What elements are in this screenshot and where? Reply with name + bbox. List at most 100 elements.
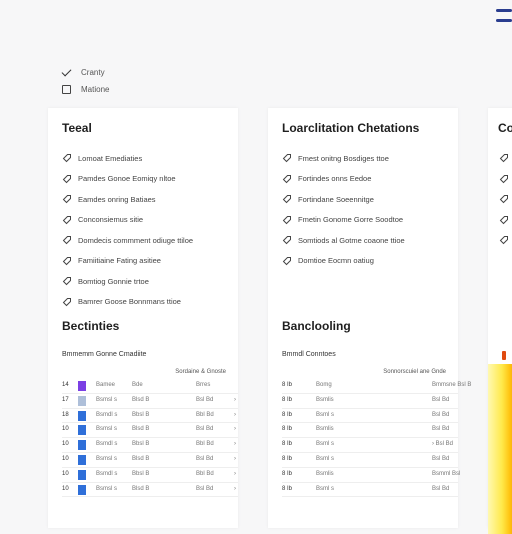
section-title: Bectinties [62, 319, 120, 333]
row-number: 8 Ib [282, 396, 293, 403]
cell: Bsml s [316, 455, 334, 462]
list-item[interactable] [499, 210, 512, 231]
table-row[interactable]: 10 Bsmdl s Bbsl B Bbl Bd › [62, 468, 238, 483]
row-color-bar [78, 425, 86, 436]
cell: Blsd B [132, 485, 150, 492]
row-number: 14 [62, 382, 69, 388]
panel-loarclitation: Loarclitation Chetations Fmest onitng Bo… [268, 108, 471, 528]
list-item[interactable]: Fortindes onns Eedoe [282, 169, 405, 190]
table-row[interactable]: 14 Bamee Bde Brres [62, 379, 238, 394]
list-item-label: Bomtiog Gonnie trtoe [78, 276, 149, 286]
list-item[interactable]: Somtiods al Gotme coaone ttioe [282, 230, 405, 251]
cell: Bbl Bd [196, 411, 214, 418]
list-item[interactable]: Conconsiemus sitie [62, 210, 193, 231]
cell: Blsd B [132, 396, 150, 403]
list-item[interactable] [499, 169, 512, 190]
cell: Bsl Bd [432, 485, 450, 492]
section-subtitle: Bmmemm Gonne Cmadiite [62, 351, 147, 358]
list-item[interactable]: Domtioe Eocmn oatiug [282, 251, 405, 272]
table-row[interactable]: 8 Ib Bsmlis Bsl Bd [282, 394, 458, 409]
cell: Bsmsl s [96, 426, 117, 433]
list-item[interactable]: Fmest onitng Bosdiges ttoe [282, 148, 405, 169]
section-subtitle: Bmmdl Conntoes [282, 351, 336, 358]
cell: Brres [196, 382, 211, 388]
cell: Bmmsne Bsl B [432, 382, 472, 388]
filter-label: Matione [81, 84, 110, 94]
cell: Bbsl B [132, 441, 150, 448]
row-chevron-icon[interactable]: › [234, 470, 236, 477]
list-item[interactable] [499, 189, 512, 210]
table-header: Sonnorscuiel ane Gnde [383, 369, 446, 375]
cell: Bsl Bd [196, 426, 214, 433]
row-number: 8 Ib [282, 470, 293, 477]
table-row[interactable]: 8 Ib Bsml s › Bsl Bd [282, 438, 458, 453]
row-color-bar [78, 469, 86, 480]
table-row[interactable]: 8 Ib Bsmlis Bsl Bd [282, 423, 458, 439]
table-row[interactable]: 10 Bsmsl s Blsd B Bsl Bd › [62, 453, 238, 468]
table-row[interactable]: 8 Ib Bsml s Bsl Bd [282, 453, 458, 468]
row-number: 8 Ib [282, 382, 293, 388]
filter-matione[interactable]: Matione [62, 81, 109, 97]
menu-bar [496, 9, 512, 12]
tag-icon [62, 235, 72, 245]
table-row[interactable]: 8 Ib Bsml s Bsl Bd [282, 409, 458, 424]
list-item-label: Fortindane Soeennitge [298, 194, 374, 204]
table-row[interactable]: 8 Ib Bsml s Bsl Bd [282, 483, 458, 498]
table-row[interactable]: 18 Bsmdl s Bbsl B Bbl Bd › [62, 409, 238, 424]
list-item[interactable]: Fmetin Gonome Gorre Soodtoe [282, 210, 405, 231]
cell: Bsmdl s [96, 441, 118, 448]
row-chevron-icon[interactable]: › [234, 396, 236, 403]
list-item[interactable]: Bomtiog Gonnie trtoe [62, 271, 193, 292]
tag-icon [62, 256, 72, 266]
list-item[interactable]: Pamdes Gonoe Eomiqy nltoe [62, 169, 193, 190]
data-table: Sordaine & Gnoste 14 Bamee Bde Brres 17 Bsms… [62, 369, 238, 498]
filter-cranty[interactable]: Cranty [62, 64, 109, 80]
check-icon[interactable] [62, 68, 71, 77]
checkbox-icon[interactable] [62, 84, 71, 94]
list-item[interactable]: Bamrer Goose Bonnmans ttioe [62, 292, 193, 313]
tag-icon [499, 174, 509, 184]
table-row[interactable]: 10 Bsmsl s Blsd B Bsl Bd › [62, 483, 238, 498]
list-item[interactable] [499, 148, 512, 169]
list-item[interactable] [499, 230, 512, 251]
panel-item-list: Lomoat Emediaties Pamdes Gonoe Eomiqy nl… [62, 148, 193, 312]
table-row[interactable]: 10 Bsmsl s Blsd B Bsl Bd › [62, 423, 238, 439]
row-number: 18 [62, 411, 69, 418]
cell: Bsl Bd [432, 455, 450, 462]
list-item[interactable]: Famiitiaine Fating asitiee [62, 251, 193, 272]
list-item[interactable]: Eamdes onring Batiaes [62, 189, 193, 210]
row-chevron-icon[interactable]: › [234, 426, 236, 433]
cell: Bbsl B [132, 411, 150, 418]
list-item[interactable]: Lomoat Emediaties [62, 148, 193, 169]
tag-icon [499, 194, 509, 204]
tag-icon [62, 215, 72, 225]
filter-group: Cranty Matione [62, 64, 109, 98]
filter-label: Cranty [81, 67, 105, 77]
row-chevron-icon[interactable]: › [234, 411, 236, 418]
cell: Bomg [316, 382, 332, 388]
row-color-bar [78, 454, 86, 465]
panel-item-list: Fmest onitng Bosdiges ttoe Fortindes onn… [282, 148, 405, 271]
cell: Bsml s [316, 441, 334, 448]
heat-marker [502, 351, 506, 360]
list-item[interactable]: Fortindane Soeennitge [282, 189, 405, 210]
panel-item-list [499, 148, 512, 251]
tag-icon [499, 235, 509, 245]
row-chevron-icon[interactable]: › [234, 485, 236, 492]
table-row[interactable]: 10 Bsmdl s Bbsl B Bbl Bd › [62, 438, 238, 453]
row-chevron-icon[interactable]: › [234, 455, 236, 462]
cell: Bsmsl s [96, 396, 117, 403]
table-row[interactable]: 8 Ib Bomg Bmmsne Bsl B [282, 379, 471, 394]
table-row[interactable]: 8 Ib Bsmlis Bsmml Bsl [282, 468, 461, 483]
cell: Bbsl B [132, 470, 150, 477]
cell: Bsml s [316, 411, 334, 418]
menu-hamburger-icon[interactable] [496, 9, 512, 29]
panel-clipped: Co [488, 108, 512, 534]
cell: › Bsl Bd [432, 441, 454, 448]
table-row[interactable]: 17 Bsmsl s Blsd B Bsl Bd › [62, 394, 238, 409]
list-item[interactable]: Domdecis commment odiuge ttiloe [62, 230, 193, 251]
list-item-label: Eamdes onring Batiaes [78, 194, 156, 204]
row-chevron-icon[interactable]: › [234, 441, 236, 448]
row-color-bar [78, 381, 86, 391]
cell: Bsmml Bsl [432, 470, 461, 477]
